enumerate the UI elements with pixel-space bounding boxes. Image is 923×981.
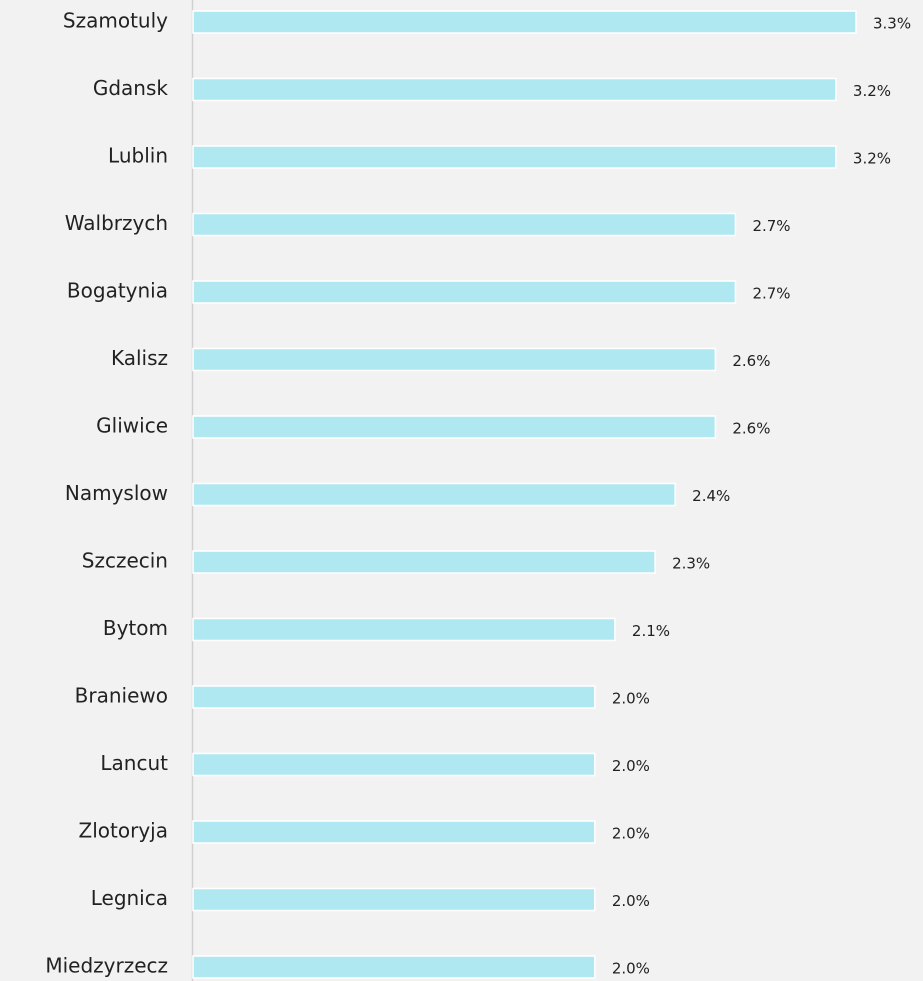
value-label: 2.4% xyxy=(692,487,730,505)
value-label: 2.0% xyxy=(612,757,650,775)
value-label: 2.0% xyxy=(612,825,650,843)
bar xyxy=(192,280,737,304)
category-label: Lancut xyxy=(100,751,168,775)
category-label: Zlotoryja xyxy=(79,819,168,843)
bar xyxy=(192,955,596,979)
category-label: Bytom xyxy=(103,616,168,640)
value-label: 2.1% xyxy=(632,622,670,640)
bar xyxy=(192,10,857,34)
bar xyxy=(192,145,837,169)
value-label: 2.0% xyxy=(612,690,650,708)
value-label: 2.7% xyxy=(752,217,790,235)
value-label: 3.3% xyxy=(873,15,911,33)
category-label: Walbrzych xyxy=(65,211,168,235)
category-label: Gliwice xyxy=(96,414,168,438)
bar xyxy=(192,77,837,102)
category-label: Gdansk xyxy=(93,76,169,100)
category-label: Szamotuly xyxy=(63,9,168,33)
category-label: Bogatynia xyxy=(67,279,168,303)
bar xyxy=(192,482,676,507)
bar xyxy=(192,820,596,844)
category-label: Kalisz xyxy=(111,346,168,370)
value-label: 2.0% xyxy=(612,892,650,910)
category-label: Szczecin xyxy=(82,549,168,573)
bar xyxy=(192,550,656,574)
value-label: 3.2% xyxy=(853,82,891,100)
value-label: 2.3% xyxy=(672,555,710,573)
category-label: Lublin xyxy=(108,144,168,168)
category-label: Miedzyrzecz xyxy=(45,954,168,978)
value-label: 2.7% xyxy=(752,285,790,303)
bar xyxy=(192,415,717,439)
bar xyxy=(192,347,717,372)
bar xyxy=(192,212,737,237)
bar xyxy=(192,887,596,912)
bar xyxy=(192,685,596,709)
value-label: 2.6% xyxy=(732,420,770,438)
category-label: Namyslow xyxy=(65,481,168,505)
bar xyxy=(192,752,596,777)
category-label: Legnica xyxy=(91,886,168,910)
value-label: 2.0% xyxy=(612,960,650,978)
bar xyxy=(192,617,616,642)
category-label: Braniewo xyxy=(75,684,168,708)
value-label: 3.2% xyxy=(853,150,891,168)
value-label: 2.6% xyxy=(732,352,770,370)
